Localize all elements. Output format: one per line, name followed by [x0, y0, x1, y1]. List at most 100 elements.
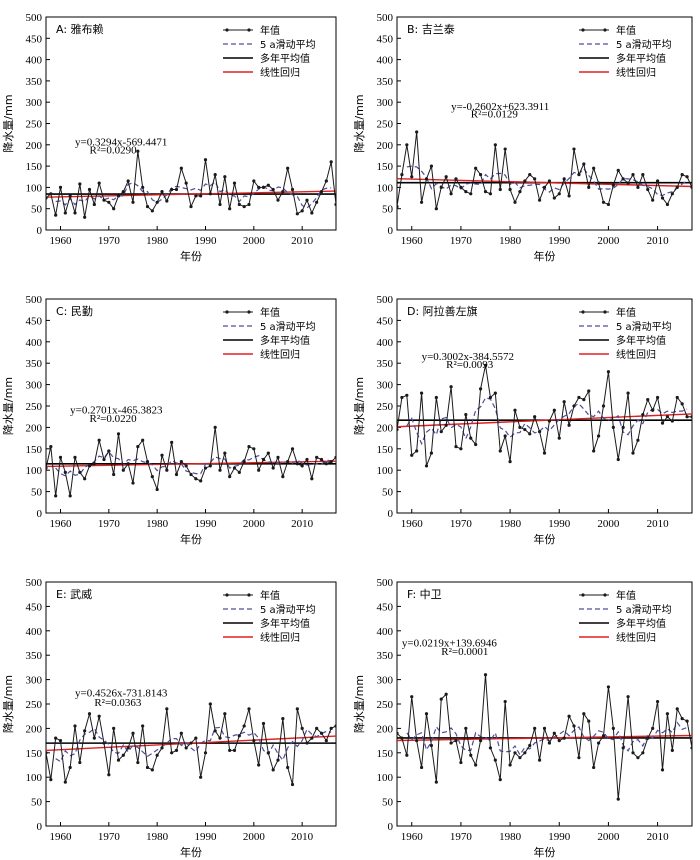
- chart-panel-2: 0 50 100 150 200 250 300 350 400 450 500 1960 1970 19…: [352, 12, 693, 263]
- plot-area: [46, 425, 342, 498]
- r-squared-label: R²=0.0290: [90, 144, 138, 156]
- annual-point: [459, 185, 463, 189]
- annual-point: [587, 185, 591, 189]
- annual-point: [557, 436, 561, 440]
- legend-label: 多年平均值: [260, 617, 310, 630]
- annual-point: [319, 457, 324, 462]
- annual-point: [155, 200, 159, 204]
- annual-point: [680, 402, 684, 406]
- annual-point: [567, 194, 571, 198]
- annual-point: [160, 453, 164, 457]
- annual-point: [271, 187, 275, 192]
- y-tick-label: 100: [377, 772, 394, 784]
- annual-point: [112, 726, 116, 731]
- annual-point: [483, 190, 488, 194]
- regression-line: [397, 734, 692, 742]
- plot-area: [46, 149, 336, 219]
- annual-point: [218, 202, 222, 207]
- annual-point: [315, 200, 319, 204]
- legend-label: 多年平均值: [616, 617, 666, 630]
- y-tick-label: 500: [26, 294, 43, 306]
- y-tick-label: 450: [377, 601, 394, 613]
- annual-point: [150, 768, 154, 772]
- annual-point: [131, 731, 135, 735]
- legend-label: 年值: [260, 306, 280, 319]
- y-tick-label: 400: [377, 55, 394, 67]
- x-tick-label: 1980: [499, 235, 522, 247]
- annual-point: [592, 166, 596, 170]
- panel-title: A: 雅布赖: [56, 22, 104, 36]
- r-squared-label: R²=0.0129: [471, 109, 519, 121]
- annual-point: [189, 741, 193, 745]
- annual-series-line: [397, 131, 692, 209]
- y-tick-label: 300: [377, 97, 394, 109]
- x-tick-label: 1960: [50, 831, 73, 843]
- annual-point: [232, 748, 237, 752]
- annual-point: [237, 202, 241, 207]
- legend-label: 5 a滑动平均: [616, 604, 672, 616]
- x-axis-label: 年份: [534, 249, 556, 263]
- plot-area: [46, 702, 336, 787]
- annual-point: [73, 455, 77, 459]
- annual-point: [58, 185, 63, 189]
- annual-point: [107, 449, 111, 453]
- annual-point: [305, 457, 309, 462]
- annual-point: [63, 780, 67, 784]
- annual-point: [675, 707, 679, 711]
- annual-point: [626, 391, 630, 395]
- annual-point: [606, 685, 611, 689]
- annual-point: [232, 466, 237, 470]
- annual-point: [419, 200, 424, 204]
- annual-point: [464, 412, 468, 417]
- annual-point: [170, 440, 174, 444]
- x-tick-label: 1960: [50, 235, 73, 247]
- annual-point: [690, 746, 692, 750]
- annual-point: [631, 173, 635, 177]
- y-tick-label: 450: [26, 315, 43, 327]
- plot-area: [397, 363, 692, 468]
- annual-point: [606, 370, 611, 374]
- annual-point: [261, 721, 266, 726]
- plot-area: [397, 673, 692, 801]
- annual-point: [424, 464, 429, 468]
- legend-label: 多年平均值: [616, 52, 666, 65]
- annual-point: [252, 447, 256, 451]
- annual-point: [641, 173, 645, 177]
- annual-point: [252, 179, 256, 183]
- annual-point: [165, 707, 169, 711]
- annual-point: [444, 692, 448, 696]
- annual-point: [533, 177, 537, 181]
- regression-equation: y=0.3294x-569.4471: [75, 137, 167, 149]
- chart-panel-3: 0 50 100 150 200 250 300 350 400 450 500 1960 1970 19…: [1, 294, 342, 546]
- annual-point: [49, 192, 53, 196]
- annual-point: [68, 494, 72, 498]
- annual-point: [68, 194, 72, 198]
- annual-point: [415, 739, 419, 743]
- y-tick-label: 400: [26, 626, 43, 638]
- annual-point: [469, 753, 473, 757]
- annual-point: [339, 462, 342, 465]
- annual-point: [261, 457, 266, 462]
- annual-point: [655, 179, 660, 183]
- y-tick-label: 50: [382, 797, 394, 809]
- x-tick-label: 1960: [401, 831, 424, 843]
- annual-point: [518, 425, 522, 429]
- annual-point: [523, 179, 527, 183]
- y-axis-label: 降水量/mm: [1, 675, 15, 733]
- legend-label: 线性回归: [260, 66, 300, 79]
- chart-panel-1: 0 50 100 150 200 250 300 350 400 450 500 1960 1970 19…: [1, 12, 337, 263]
- annual-point: [483, 673, 488, 677]
- moving-average-line: [55, 726, 332, 763]
- annual-point: [542, 726, 547, 731]
- annual-point: [572, 724, 576, 728]
- annual-point: [242, 724, 246, 728]
- regression-line: [46, 190, 336, 198]
- annual-point: [184, 464, 188, 468]
- annual-point: [58, 739, 63, 743]
- annual-point: [444, 175, 448, 179]
- annual-point: [286, 460, 290, 464]
- annual-point: [160, 190, 164, 194]
- annual-point: [675, 185, 679, 189]
- annual-point: [83, 215, 87, 219]
- annual-point: [562, 400, 566, 404]
